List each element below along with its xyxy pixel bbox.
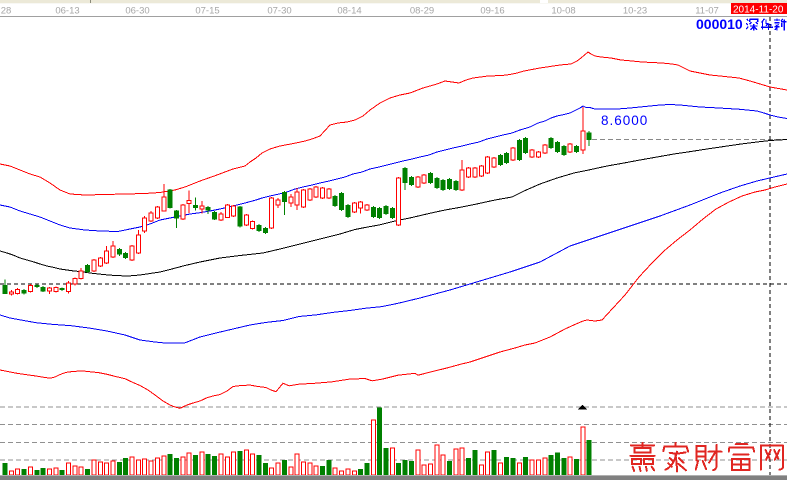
svg-text:07-15: 07-15 <box>195 6 219 17</box>
svg-text:8.6000: 8.6000 <box>601 113 648 128</box>
svg-text:2014-11-20: 2014-11-20 <box>733 5 784 16</box>
svg-text:06-13: 06-13 <box>55 6 79 17</box>
svg-text:10-23: 10-23 <box>623 6 647 17</box>
svg-text:08-29: 08-29 <box>410 6 434 17</box>
svg-text:09-16: 09-16 <box>480 6 504 17</box>
svg-text:11-07: 11-07 <box>695 6 719 17</box>
svg-text:000010: 000010 <box>696 16 743 32</box>
svg-text:28: 28 <box>1 6 12 17</box>
svg-text:08-14: 08-14 <box>337 6 361 17</box>
svg-text:06-30: 06-30 <box>125 6 149 17</box>
svg-text:07-30: 07-30 <box>267 6 291 17</box>
svg-text:10-08: 10-08 <box>551 6 575 17</box>
